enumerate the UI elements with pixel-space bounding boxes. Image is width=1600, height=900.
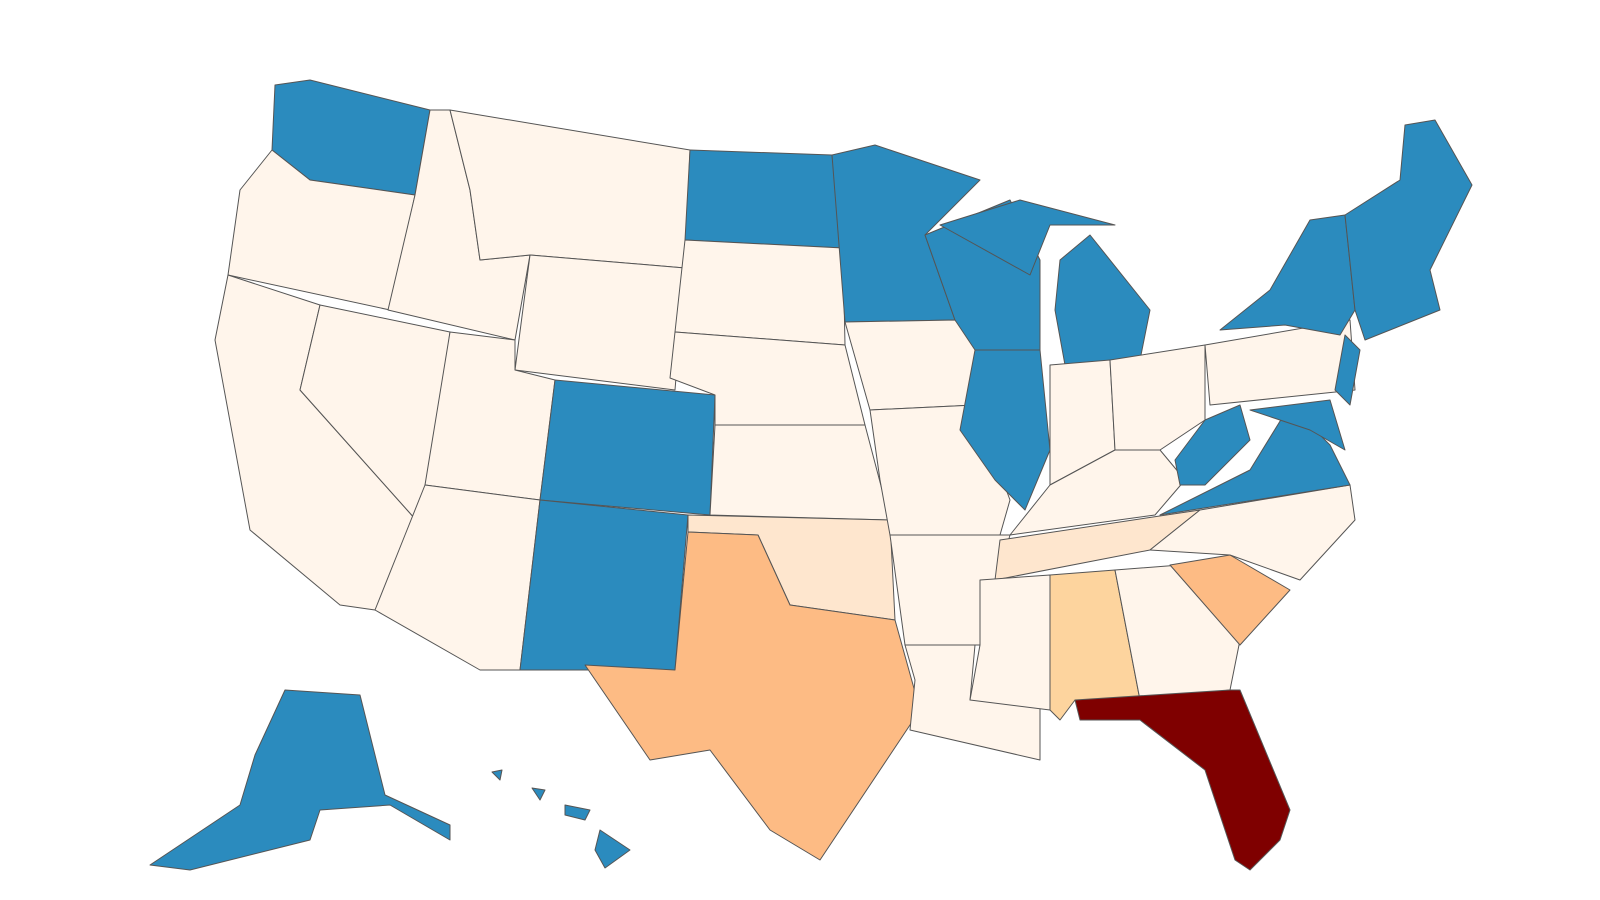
state: [519, 499, 689, 671]
state: [594, 829, 631, 869]
state: [709, 424, 891, 521]
state: [1074, 689, 1291, 871]
state: [531, 787, 546, 801]
state: [969, 574, 1051, 711]
state: [939, 199, 1116, 276]
state: [1344, 119, 1473, 341]
state: [449, 109, 691, 269]
state: [539, 379, 716, 516]
state: [149, 689, 451, 871]
state: [1174, 404, 1251, 486]
state: [904, 644, 1041, 761]
state: [1334, 334, 1361, 406]
state: [1219, 214, 1356, 336]
state: [1169, 554, 1291, 646]
state: [674, 239, 846, 346]
states: [149, 79, 1473, 871]
state: [684, 149, 844, 249]
state: [1114, 564, 1241, 701]
state: [564, 804, 591, 821]
state: [1149, 484, 1356, 581]
state: [1054, 234, 1151, 366]
state: [514, 254, 686, 391]
state: [1249, 399, 1346, 451]
state: [959, 349, 1051, 511]
state: [584, 531, 921, 861]
state: [1109, 344, 1206, 451]
state: [491, 769, 503, 781]
